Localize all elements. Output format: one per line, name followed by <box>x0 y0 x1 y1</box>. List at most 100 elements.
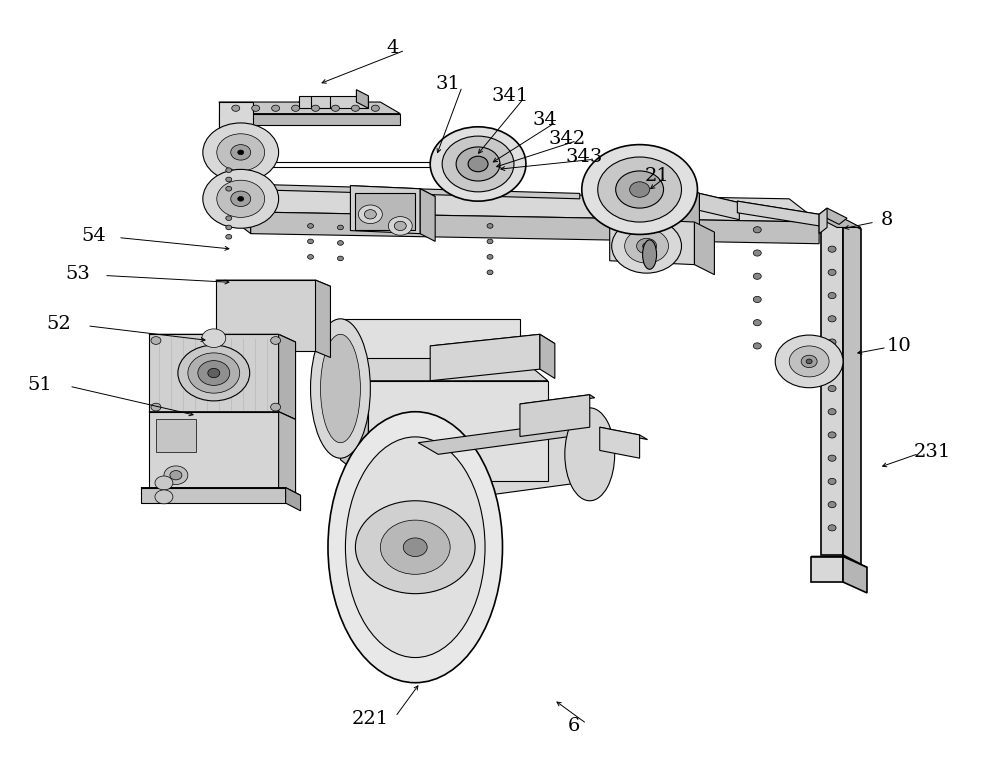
Circle shape <box>308 255 314 260</box>
Polygon shape <box>680 183 699 232</box>
Circle shape <box>789 346 829 377</box>
Text: 4: 4 <box>386 39 398 57</box>
Polygon shape <box>694 222 714 275</box>
Circle shape <box>238 197 244 201</box>
Circle shape <box>188 353 240 393</box>
Circle shape <box>753 274 761 280</box>
Polygon shape <box>340 357 548 381</box>
Circle shape <box>271 403 281 411</box>
Circle shape <box>238 150 244 155</box>
Text: 6: 6 <box>568 717 580 735</box>
Text: 31: 31 <box>436 75 461 93</box>
Circle shape <box>271 336 281 344</box>
Circle shape <box>198 361 230 385</box>
Polygon shape <box>520 395 595 407</box>
Polygon shape <box>149 334 279 412</box>
Text: 52: 52 <box>47 315 72 333</box>
Polygon shape <box>420 189 435 242</box>
Text: 342: 342 <box>548 131 585 148</box>
Circle shape <box>231 145 251 160</box>
Polygon shape <box>350 186 435 197</box>
Circle shape <box>598 157 681 222</box>
Polygon shape <box>418 420 590 504</box>
Polygon shape <box>216 280 330 286</box>
Circle shape <box>828 362 836 368</box>
Circle shape <box>753 227 761 233</box>
Polygon shape <box>811 556 843 582</box>
Polygon shape <box>279 334 296 420</box>
Polygon shape <box>418 420 610 455</box>
Circle shape <box>468 156 488 172</box>
Circle shape <box>753 343 761 349</box>
Circle shape <box>351 105 359 111</box>
Polygon shape <box>299 96 368 108</box>
Polygon shape <box>251 212 819 244</box>
Text: 231: 231 <box>914 443 951 461</box>
Circle shape <box>828 479 836 485</box>
Polygon shape <box>149 412 296 420</box>
Polygon shape <box>540 334 555 378</box>
Text: 53: 53 <box>66 265 91 283</box>
Polygon shape <box>149 412 279 490</box>
Circle shape <box>170 471 182 480</box>
Polygon shape <box>299 102 368 108</box>
Polygon shape <box>219 113 400 125</box>
Circle shape <box>487 239 493 244</box>
Text: 21: 21 <box>645 166 670 185</box>
Polygon shape <box>356 89 368 108</box>
Circle shape <box>331 105 339 111</box>
Bar <box>156 420 196 452</box>
Polygon shape <box>340 357 368 482</box>
Polygon shape <box>340 319 520 357</box>
Text: 341: 341 <box>491 87 529 105</box>
Circle shape <box>308 239 314 244</box>
Polygon shape <box>843 220 861 564</box>
Circle shape <box>828 385 836 392</box>
Circle shape <box>394 221 406 231</box>
Circle shape <box>828 270 836 276</box>
Circle shape <box>625 229 669 263</box>
Circle shape <box>612 219 681 274</box>
Ellipse shape <box>565 408 615 500</box>
Polygon shape <box>221 189 251 234</box>
Polygon shape <box>219 102 251 187</box>
Polygon shape <box>784 345 819 375</box>
Circle shape <box>355 500 475 594</box>
Circle shape <box>155 490 173 503</box>
Text: 10: 10 <box>887 337 911 355</box>
Circle shape <box>208 368 220 378</box>
Polygon shape <box>600 427 640 458</box>
Circle shape <box>308 224 314 228</box>
Bar <box>355 193 415 230</box>
Circle shape <box>203 123 279 182</box>
Circle shape <box>226 225 232 230</box>
Text: 54: 54 <box>82 227 107 245</box>
Circle shape <box>828 432 836 438</box>
Polygon shape <box>595 179 680 222</box>
Circle shape <box>226 168 232 172</box>
Circle shape <box>828 455 836 462</box>
Circle shape <box>231 191 251 207</box>
Circle shape <box>155 476 173 490</box>
Circle shape <box>337 225 343 230</box>
Circle shape <box>487 224 493 228</box>
Polygon shape <box>595 179 699 193</box>
Circle shape <box>178 345 250 401</box>
Polygon shape <box>737 201 819 226</box>
Polygon shape <box>316 280 330 357</box>
Polygon shape <box>819 208 847 225</box>
Polygon shape <box>811 556 867 567</box>
Circle shape <box>828 315 836 322</box>
Text: 221: 221 <box>352 710 389 728</box>
Polygon shape <box>221 183 580 199</box>
Polygon shape <box>430 334 540 381</box>
Polygon shape <box>819 208 827 234</box>
Circle shape <box>388 217 412 235</box>
Circle shape <box>337 241 343 246</box>
Circle shape <box>637 239 657 254</box>
Polygon shape <box>368 381 548 482</box>
Circle shape <box>337 256 343 261</box>
Circle shape <box>371 105 379 111</box>
Circle shape <box>203 169 279 228</box>
Circle shape <box>164 466 188 485</box>
